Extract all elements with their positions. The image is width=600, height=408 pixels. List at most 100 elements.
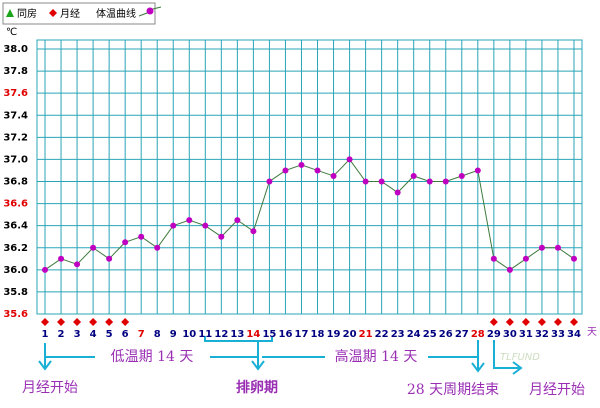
temperature-point	[234, 217, 241, 224]
temperature-point	[138, 233, 145, 240]
annotation: 28 天周期结束	[407, 382, 499, 398]
x-tick-label: 27	[455, 329, 469, 340]
event-marker	[553, 318, 562, 326]
temperature-point	[570, 255, 577, 262]
x-tick-label: 6	[122, 329, 129, 340]
x-tick-label: 25	[423, 329, 437, 340]
y-tick-label: 36.0	[3, 265, 28, 276]
temperature-point	[106, 255, 113, 262]
y-tick-label: 35.6	[3, 309, 28, 320]
temperature-point	[202, 222, 209, 229]
temperature-point	[282, 167, 289, 174]
y-tick-label: 37.4	[3, 110, 28, 121]
event-marker	[41, 318, 50, 326]
x-tick-label: 12	[214, 329, 228, 340]
event-marker	[57, 318, 66, 326]
temperature-point	[170, 222, 177, 229]
temperature-point	[506, 266, 513, 273]
y-unit: ℃	[6, 27, 17, 38]
annotation: 高温期 14 天	[335, 348, 418, 365]
x-tick-label: 8	[154, 329, 161, 340]
event-marker	[73, 318, 82, 326]
temperature-point	[458, 172, 465, 179]
x-tick-label: 15	[262, 329, 276, 340]
x-tick-label: 24	[407, 329, 421, 340]
temperature-point	[298, 161, 305, 168]
event-marker	[489, 318, 498, 326]
x-tick-label: 23	[391, 329, 405, 340]
x-tick-label: 29	[487, 329, 501, 340]
x-tick-label: 18	[311, 329, 325, 340]
x-tick-label: 4	[90, 329, 97, 340]
event-marker	[537, 318, 546, 326]
temperature-point	[266, 178, 273, 185]
y-tick-label: 37.0	[3, 154, 28, 165]
temperature-point	[346, 156, 353, 163]
x-tick-label: 7	[138, 329, 145, 340]
event-marker	[521, 318, 530, 326]
y-tick-label: 35.8	[3, 287, 28, 298]
x-tick-label: 13	[230, 329, 244, 340]
event-marker	[121, 318, 130, 326]
y-tick-label: 38.0	[3, 44, 28, 55]
x-tick-label: 19	[327, 329, 341, 340]
temperature-point	[74, 261, 81, 268]
y-tick-label: 37.6	[3, 88, 28, 99]
x-tick-label: 10	[182, 329, 196, 340]
y-tick-label: 37.8	[3, 66, 28, 77]
annotation: 月经开始	[529, 382, 585, 398]
annotation: 低温期 14 天	[111, 349, 194, 365]
x-tick-label: 14	[246, 329, 260, 340]
temperature-point	[122, 239, 129, 246]
temperature-point	[554, 244, 561, 251]
temperature-point	[362, 178, 369, 185]
x-tick-label: 33	[551, 329, 565, 340]
event-marker	[569, 318, 578, 326]
temperature-point	[186, 217, 193, 224]
temperature-point	[426, 178, 433, 185]
x-tick-label: 28	[471, 329, 485, 340]
temperature-point	[58, 255, 65, 262]
x-tick-label: 30	[503, 329, 517, 340]
event-marker	[89, 318, 98, 326]
legend-label: 同房	[17, 7, 37, 20]
x-tick-label: 5	[106, 329, 113, 340]
annotation: 排卵期	[236, 379, 278, 396]
temperature-point	[218, 233, 225, 240]
temperature-point	[330, 172, 337, 179]
x-tick-label: 31	[519, 329, 533, 340]
y-tick-label: 36.6	[3, 199, 28, 210]
temperature-point	[314, 167, 321, 174]
temperature-point	[90, 244, 97, 251]
temperature-point	[378, 178, 385, 185]
temperature-point	[394, 189, 401, 196]
x-tick-label: 34	[567, 329, 581, 340]
x-tick-label: 17	[295, 329, 309, 340]
temperature-point	[154, 244, 161, 251]
legend-box	[2, 2, 156, 25]
x-tick-label: 20	[343, 329, 357, 340]
x-unit: 天	[587, 327, 597, 338]
legend-marker	[49, 9, 57, 17]
x-tick-label: 2	[58, 329, 65, 340]
legend-label: 月经	[60, 7, 80, 20]
temperature-point	[474, 167, 481, 174]
legend-marker	[6, 9, 14, 17]
temperature-point	[522, 255, 529, 262]
watermark: TLFUND	[500, 352, 540, 363]
legend-label: 体温曲线	[96, 7, 136, 20]
y-tick-label: 37.2	[3, 132, 28, 143]
legend-marker	[146, 7, 154, 15]
x-tick-label: 16	[278, 329, 292, 340]
temperature-point	[538, 244, 545, 251]
event-marker	[505, 318, 514, 326]
x-tick-label: 21	[359, 329, 373, 340]
temperature-point	[442, 178, 449, 185]
y-tick-label: 36.4	[3, 221, 28, 232]
x-tick-label: 1	[42, 329, 49, 340]
annotation-arrows	[38, 336, 523, 375]
annotation: 月经开始	[22, 380, 78, 396]
x-tick-label: 11	[198, 329, 212, 340]
plot-area	[36, 39, 583, 315]
